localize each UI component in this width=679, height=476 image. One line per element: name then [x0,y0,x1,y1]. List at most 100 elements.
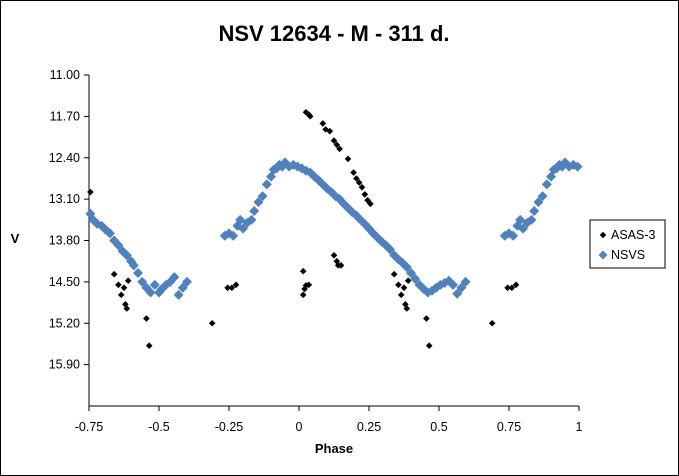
asas-3-point [120,284,128,292]
nsvs-point [173,289,184,300]
asas-3-point [124,277,132,284]
nsvs-point [177,282,188,293]
nsvs-point [389,250,400,261]
nsvs-point [257,191,268,202]
nsvs-point [145,287,156,298]
asas-3-point [390,270,398,278]
asas-3-point [117,291,125,299]
asas-3-point [333,141,341,149]
x-tick-label: 0.25 [357,420,381,434]
nsvs-point [121,250,132,261]
asas-3-point [333,257,341,265]
asas-3-point [322,126,329,133]
asas-3-point [145,342,153,350]
nsvs-point [149,279,160,290]
nsvs-point [169,272,180,283]
nsvs-point [410,273,421,284]
asas-3-point [367,200,374,208]
nsvs-point [406,268,416,279]
nsvs-point [537,191,548,202]
nsvs-point [518,223,528,234]
nsvs-point [529,205,540,216]
asas-3-point [404,277,412,284]
asas-3-point [299,291,307,299]
nsvs-point [572,161,583,172]
asas-3-point [344,155,352,163]
nsvs-point [133,268,143,279]
x-tick-label: -0.75 [75,420,104,434]
asas-3-point [425,342,433,350]
nsvs-point [113,240,124,251]
asas-3-point [336,145,343,153]
x-tick-label: -0.5 [148,420,170,434]
nsvs-point [452,288,463,299]
asas-3-point [361,191,369,198]
nsvs-point [105,228,115,239]
nsvs-point [456,282,467,293]
nsvs-point [249,205,260,216]
asas-3-point [330,251,338,259]
nsvs-point [261,179,272,190]
asas-3-point [208,319,216,327]
asas-3-point [232,281,240,289]
y-tick-label: 13.80 [49,234,80,248]
asas-3-point [115,281,122,289]
asas-3-point [508,284,516,292]
x-tick-label: 1 [576,420,583,434]
y-tick-label: 13.10 [49,192,80,206]
nsvs-point [253,197,264,208]
nsvs-point [246,214,257,225]
y-tick-label: 11.70 [50,109,80,123]
x-tick-label: 0.5 [430,420,447,434]
nsvs-point [137,276,148,287]
x-axis-title: Phase [315,441,353,456]
asas-3-point [306,113,314,120]
asas-3-point [395,281,402,289]
y-tick-label: 15.90 [49,358,80,372]
asas-3-legend-marker [599,231,607,239]
x-tick-label: 0 [296,420,303,434]
y-tick-label: 11.00 [50,68,80,82]
nsvs-point [401,262,412,273]
y-tick-label: 15.20 [49,316,80,330]
asas-3-point [350,169,357,176]
asas-3-point [143,315,150,322]
legend-label: ASAS-3 [611,228,656,242]
plot-area: 11.00 11.70 12.40 13.10 13.80 14.50 15.20 15.90… [49,68,583,434]
asas-3-point [224,284,231,292]
y-axis-title: V [11,231,20,246]
nsvs-point [460,276,471,287]
asas-3-point [504,284,511,292]
asas-3-point [402,301,409,308]
asas-3-point [353,175,360,182]
asas-3-point [488,319,496,327]
asas-3-point [400,284,408,292]
asas-3-point [326,127,334,135]
nsvs-point [385,244,395,255]
nsvs-point [541,179,552,190]
legend-box [589,219,666,269]
asas-3-point [228,284,236,292]
nsvs-point [526,214,537,225]
asas-3-point [319,120,327,127]
x-tick-label: -0.25 [215,420,244,434]
asas-3-point [355,179,363,186]
asas-3-point [358,184,366,191]
asas-3-point [423,315,430,322]
legend-label: NSVS [611,248,645,262]
nsvs-point [508,230,519,241]
nsvs-point [238,223,248,234]
asas-3-point [397,291,405,299]
asas-3-point [330,137,338,144]
nsvs-point [128,260,139,271]
y-tick-label: 14.50 [49,275,80,289]
asas-3-point [301,285,308,293]
legend: ASAS-3 NSVS [589,219,666,269]
asas-3-point [305,281,313,289]
asas-3-point [87,188,94,196]
asas-3-point [512,281,520,289]
nsvs-point [448,279,458,290]
x-tick-label: 0.75 [497,420,521,434]
